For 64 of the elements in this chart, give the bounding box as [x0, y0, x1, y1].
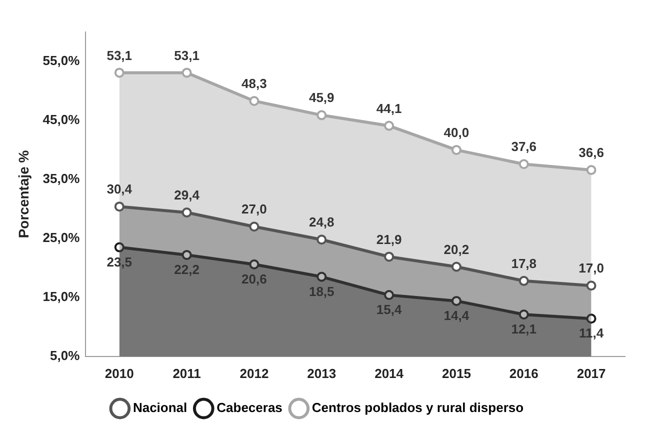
data-label: 29,4	[174, 188, 200, 203]
point	[586, 314, 596, 324]
data-label: 17,0	[578, 260, 604, 276]
data-label: 20,6	[242, 271, 267, 286]
legend-label: Nacional	[132, 400, 188, 416]
data-label: 48,3	[242, 76, 267, 92]
data-label: 22,2	[174, 262, 200, 278]
y-axis-title: Porcentaje %	[15, 150, 32, 238]
point	[316, 272, 327, 282]
x-tick-label: 2010	[104, 366, 134, 381]
data-label: 12,1	[511, 322, 537, 337]
data-label: 24,8	[308, 214, 334, 230]
x-tick-label: 2013	[307, 366, 336, 381]
data-label: 27,0	[242, 202, 267, 217]
x-tick-label: 2016	[509, 366, 538, 381]
data-label: 14,4	[444, 308, 470, 324]
point	[518, 310, 529, 320]
data-label: 17,8	[511, 256, 537, 271]
point	[249, 222, 260, 232]
point	[249, 96, 260, 106]
data-label: 18,5	[308, 284, 334, 299]
point	[249, 259, 260, 270]
point	[114, 242, 124, 252]
point	[316, 110, 327, 120]
point	[384, 290, 394, 300]
data-label: 53,1	[174, 48, 200, 63]
data-label: 20,2	[444, 242, 470, 257]
point	[518, 276, 529, 286]
point	[182, 68, 192, 78]
data-label: 45,9	[308, 90, 334, 106]
point	[384, 252, 394, 262]
point	[586, 280, 596, 291]
data-label: 40,0	[444, 125, 470, 140]
point	[451, 296, 462, 306]
x-tick-label: 2011	[172, 366, 201, 381]
data-label: 30,4	[106, 182, 133, 197]
point	[518, 159, 529, 170]
data-label: 44,1	[376, 100, 402, 116]
y-tick-label: 55,0%	[42, 53, 80, 68]
y-tick-label: 5,0%	[50, 348, 80, 363]
data-label: 36,6	[578, 145, 604, 160]
x-tick-label: 2014	[374, 366, 404, 381]
point	[182, 207, 192, 218]
y-tick-label: 25,0%	[42, 230, 80, 246]
y-tick-label: 45,0%	[42, 112, 80, 128]
point	[451, 262, 462, 272]
x-tick-label: 2012	[240, 366, 269, 381]
point	[384, 120, 394, 131]
point	[114, 202, 124, 212]
y-tick-label: 15,0%	[42, 288, 80, 304]
data-label: 37,6	[511, 139, 537, 154]
point	[316, 234, 327, 245]
point	[586, 165, 596, 176]
point	[182, 250, 192, 260]
data-label: 21,9	[376, 232, 402, 247]
data-label: 53,1	[106, 48, 132, 63]
legend-label: Cabeceras	[216, 400, 282, 416]
x-tick-label: 2017	[576, 366, 606, 381]
data-label: 15,4	[376, 302, 402, 318]
point	[114, 68, 124, 78]
y-tick-label: 35,0%	[42, 171, 80, 186]
legend-label: Centros poblados y rural disperso	[312, 400, 524, 416]
point	[451, 144, 462, 155]
x-tick-label: 2015	[442, 366, 471, 381]
